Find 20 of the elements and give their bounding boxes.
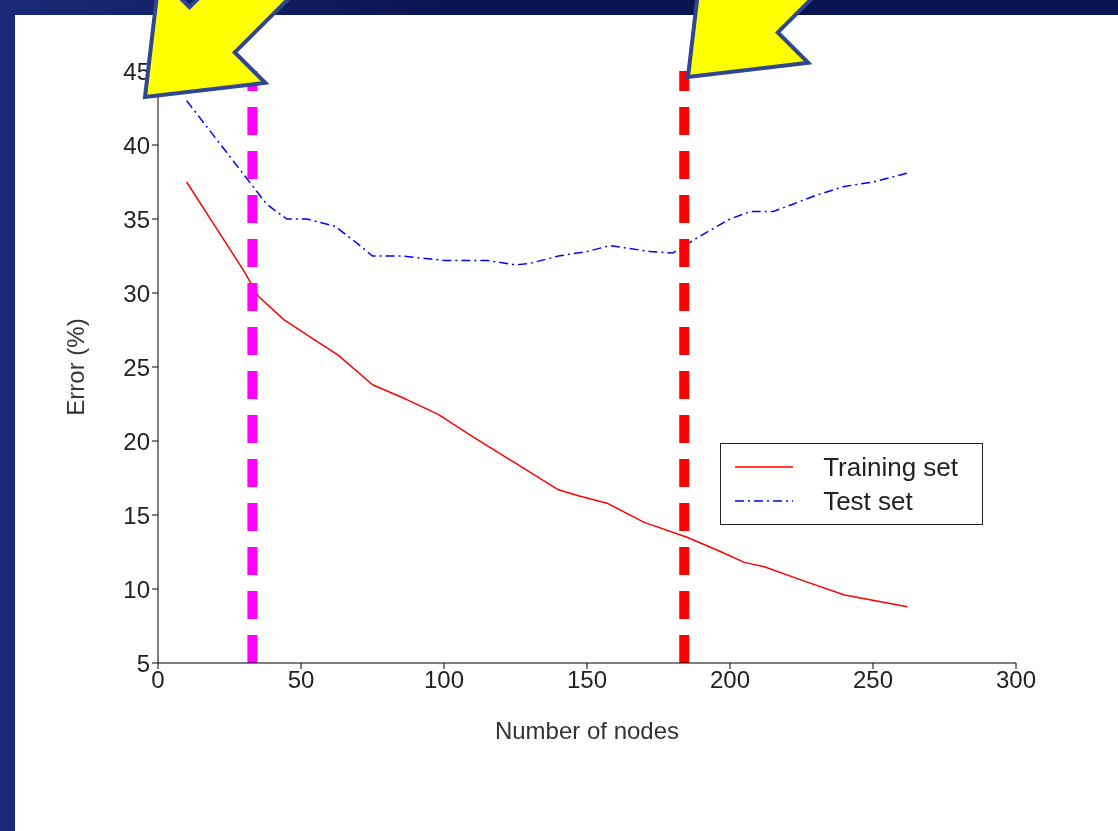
x-tick-label: 200	[709, 666, 751, 694]
line-series	[185, 99, 909, 266]
legend-label: Training set	[823, 451, 958, 483]
x-tick-label: 100	[423, 666, 465, 694]
x-tick-label: 250	[852, 666, 894, 694]
y-tick-label: 35	[123, 205, 150, 233]
y-tick-label: 5	[136, 649, 150, 677]
y-axis-title: Error (%)	[61, 318, 89, 416]
y-tick-label: 25	[123, 353, 150, 381]
x-tick-label: 0	[151, 666, 165, 694]
x-tick-label: 150	[566, 666, 608, 694]
x-tick-label: 300	[995, 666, 1037, 694]
y-tick-label: 30	[123, 279, 150, 307]
y-tick-label: 20	[123, 427, 150, 455]
x-axis-title: Number of nodes	[494, 717, 680, 744]
y-tick-label: 15	[123, 501, 150, 529]
y-tick-label: 10	[123, 575, 150, 603]
legend-label: Test set	[823, 485, 913, 517]
x-tick-label: 50	[287, 666, 315, 694]
y-tick-label: 40	[123, 131, 150, 159]
